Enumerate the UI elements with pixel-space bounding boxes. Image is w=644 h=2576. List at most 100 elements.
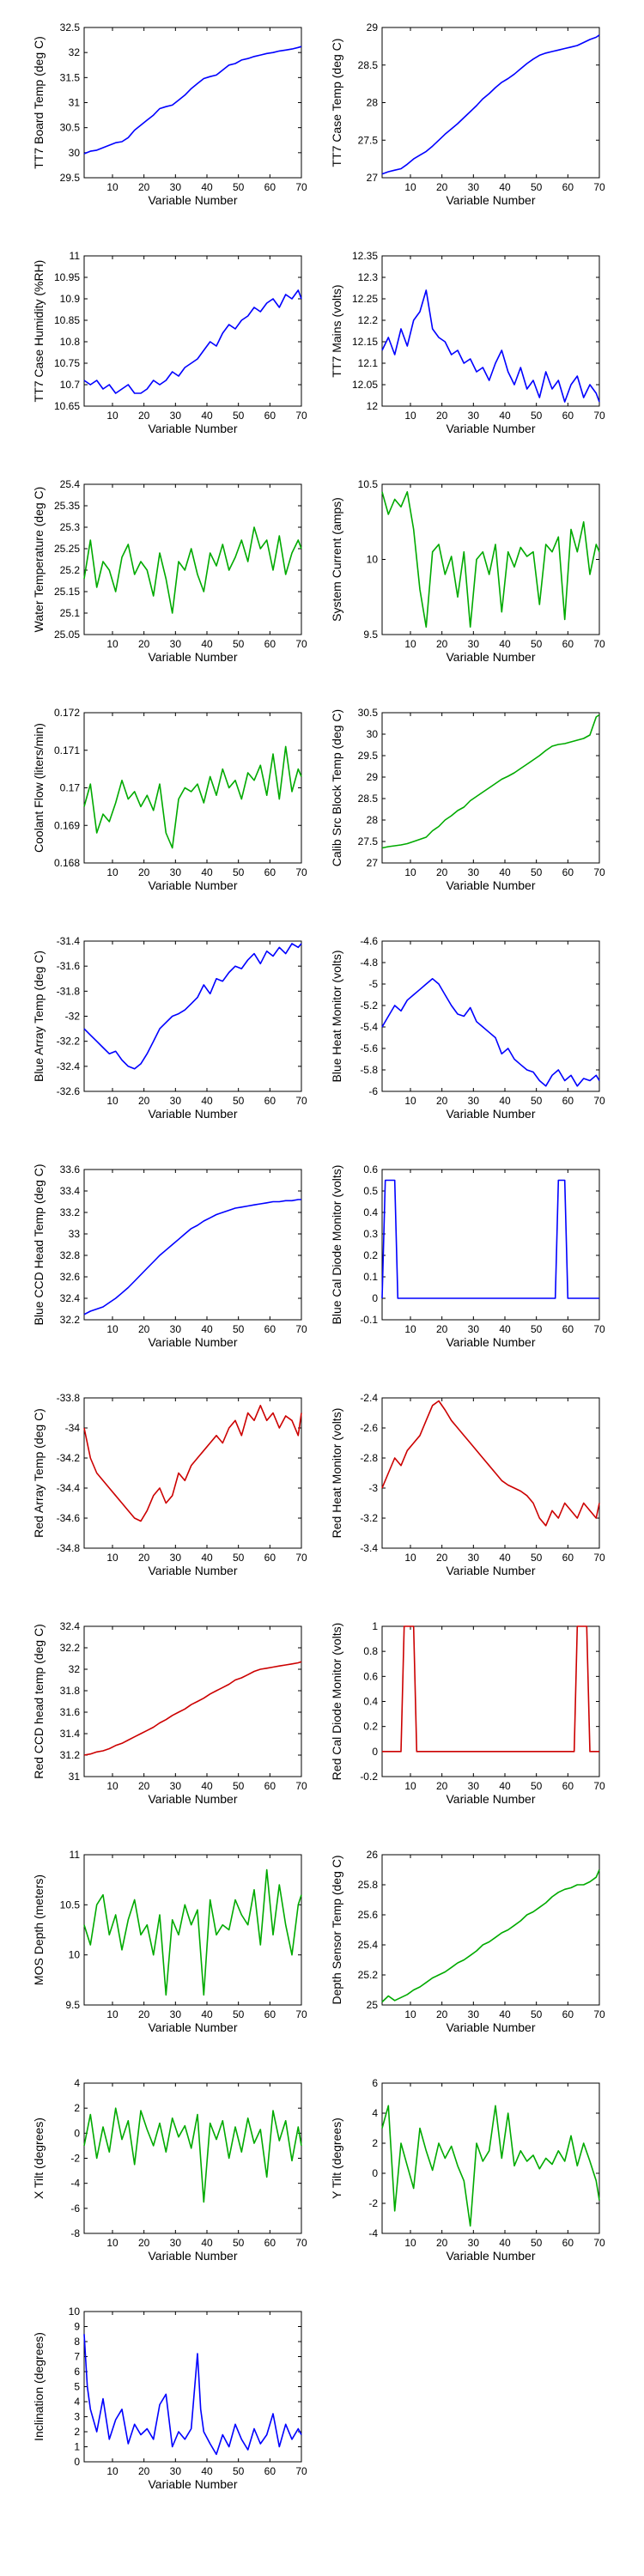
x-tick-label: 10 — [404, 410, 416, 422]
y-tick-label: 29.5 — [60, 172, 81, 184]
x-tick-label: 10 — [404, 181, 416, 193]
series-line — [381, 34, 600, 175]
y-axis-label: Red Cal Diode Monitor (volts) — [330, 1623, 343, 1781]
y-tick-label: 10.9 — [60, 293, 81, 305]
x-tick-label: 60 — [264, 2008, 276, 2020]
x-tick-label: 30 — [170, 1780, 182, 1792]
y-tick-label: 0.4 — [363, 1206, 378, 1218]
plot-area — [83, 2082, 302, 2234]
y-tick-label: 0.6 — [363, 1670, 378, 1682]
chart-panel-2: 10 20 30 40 50 60 70 Variable Number 27 27.5 28 28.… — [330, 21, 605, 207]
x-tick-label: 70 — [593, 1552, 605, 1564]
chart-panel-10: 10 20 30 40 50 60 70 Variable Number -6 -5.8 -5.6 -… — [330, 935, 605, 1121]
y-tick-label: 27 — [367, 857, 379, 869]
x-axis-label: Variable Number — [446, 650, 535, 664]
x-tick-label: 70 — [295, 866, 307, 878]
y-tick-label: -32.6 — [57, 1085, 81, 1097]
y-tick-label: -6 — [368, 1085, 378, 1097]
x-axis-label: Variable Number — [446, 2020, 535, 2034]
y-axis-label: TT7 Board Temp (deg C) — [32, 36, 46, 169]
x-tick-label: 30 — [170, 638, 182, 650]
plot-area — [381, 483, 600, 635]
y-tick-label: -34 — [65, 1422, 81, 1434]
y-tick-label: -5.8 — [360, 1064, 378, 1076]
x-tick-label: 40 — [201, 2465, 213, 2477]
y-tick-label: 10.95 — [54, 271, 80, 283]
x-tick-label: 70 — [295, 1552, 307, 1564]
y-tick-label: 10.5 — [60, 1899, 81, 1911]
y-tick-label: 4 — [74, 2396, 80, 2408]
y-tick-label: 11 — [70, 250, 81, 262]
y-tick-label: 10 — [69, 1949, 81, 1961]
x-axis-label: Variable Number — [446, 1792, 535, 1806]
x-tick-label: 60 — [264, 2465, 276, 2477]
y-tick-label: 1 — [74, 2441, 80, 2453]
x-tick-label: 40 — [499, 1095, 511, 1107]
y-tick-label: 30 — [69, 147, 81, 159]
x-tick-label: 10 — [106, 638, 118, 650]
series-line — [381, 1179, 599, 1299]
y-axis-label: Blue Cal Diode Monitor (volts) — [330, 1165, 343, 1325]
y-tick-label: 0.8 — [363, 1645, 378, 1657]
y-tick-label: 29 — [367, 771, 379, 783]
series-line — [381, 2105, 600, 2227]
x-tick-label: 30 — [170, 2237, 182, 2249]
y-tick-label: 28 — [367, 97, 379, 109]
y-tick-label: 8 — [74, 2336, 80, 2348]
plot-area — [381, 1854, 600, 2006]
y-tick-label: 31.6 — [60, 1706, 81, 1718]
x-tick-label: 40 — [201, 1323, 213, 1335]
plot-area — [381, 1397, 600, 1549]
series-line — [381, 1869, 600, 2003]
x-tick-label: 30 — [170, 181, 182, 193]
y-tick-label: 1 — [372, 1620, 378, 1632]
y-tick-label: 10.75 — [54, 357, 80, 369]
y-tick-label: 27.5 — [358, 134, 379, 146]
x-tick-label: 20 — [138, 410, 150, 422]
y-tick-label: 2 — [372, 2137, 378, 2149]
series-line — [83, 289, 302, 394]
y-tick-label: 33.6 — [60, 1163, 81, 1176]
plot-area — [83, 255, 302, 407]
y-tick-label: 28.5 — [358, 793, 379, 805]
x-tick-label: 60 — [562, 1323, 574, 1335]
y-tick-label: 0 — [372, 2167, 378, 2179]
x-axis-label: Variable Number — [148, 1335, 237, 1349]
x-tick-label: 50 — [233, 181, 245, 193]
x-tick-label: 30 — [468, 181, 480, 193]
x-tick-label: 70 — [295, 638, 307, 650]
x-tick-label: 20 — [436, 410, 448, 422]
x-tick-label: 40 — [499, 1552, 511, 1564]
series-line — [381, 490, 600, 629]
y-tick-label: 6 — [372, 2077, 378, 2089]
y-tick-label: -32.4 — [57, 1060, 81, 1072]
x-axis-label: Variable Number — [148, 422, 237, 435]
x-tick-label: 60 — [264, 866, 276, 878]
x-axis-label: Variable Number — [446, 1335, 535, 1349]
y-tick-label: 29 — [367, 21, 379, 33]
y-tick-label: 12 — [367, 400, 379, 412]
y-tick-label: 32.4 — [60, 1620, 81, 1632]
y-tick-label: 10.85 — [54, 314, 80, 326]
y-axis-label: Blue Heat Monitor (volts) — [330, 950, 343, 1082]
x-tick-label: 30 — [170, 2008, 182, 2020]
x-tick-label: 30 — [468, 1323, 480, 1335]
x-tick-label: 20 — [138, 2237, 150, 2249]
y-tick-label: 30.5 — [358, 707, 379, 719]
x-tick-label: 60 — [264, 1323, 276, 1335]
y-axis-label: Blue Array Temp (deg C) — [32, 951, 46, 1082]
plot-area — [83, 2311, 302, 2463]
x-tick-label: 70 — [295, 1323, 307, 1335]
chart-panel-15: 10 20 30 40 50 60 70 Variable Number 31 31.2 31.4 3… — [32, 1620, 307, 1806]
x-tick-label: 70 — [593, 866, 605, 878]
y-tick-label: 7 — [74, 2351, 80, 2363]
y-tick-label: 27 — [367, 172, 379, 184]
y-tick-label: 25.25 — [54, 543, 80, 555]
x-tick-label: 30 — [170, 2465, 182, 2477]
y-tick-label: 25.1 — [60, 607, 81, 619]
x-tick-label: 70 — [295, 1780, 307, 1792]
y-tick-label: -3.2 — [360, 1512, 378, 1524]
chart-panel-13: 10 20 30 40 50 60 70 Variable Number -34.8 -34.6 -… — [32, 1392, 307, 1577]
plot-area — [83, 1854, 302, 2006]
y-tick-label: 12.1 — [358, 357, 379, 369]
